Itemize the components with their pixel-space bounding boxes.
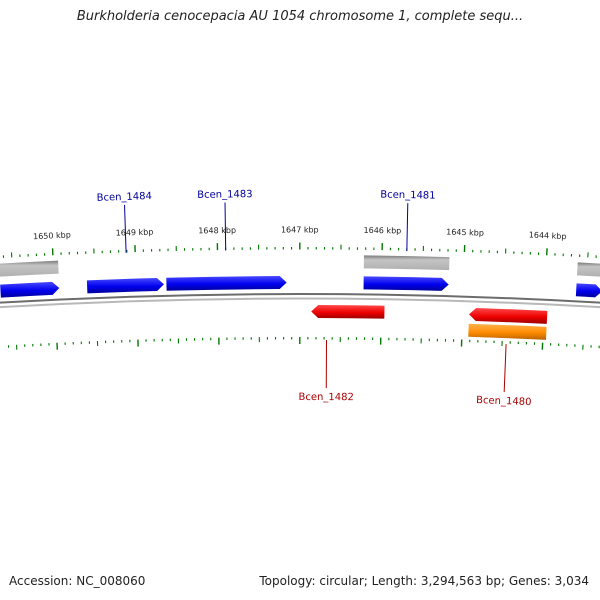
scale-label: 1646 kbp	[364, 226, 402, 236]
gene-leader-line	[224, 202, 227, 251]
forward-cds	[0, 281, 60, 298]
scale-label: 1648 kbp	[198, 226, 236, 236]
forward-cds	[166, 276, 287, 291]
feature-tracks	[0, 255, 600, 340]
scale-label: 1649 kbp	[116, 228, 154, 238]
reverse-cds	[469, 307, 548, 324]
scale-label: 1650 kbp	[33, 230, 71, 241]
forward-gene	[576, 262, 600, 277]
forward-cds	[363, 276, 449, 291]
gene-leader-line	[406, 203, 409, 252]
forward-cds	[86, 277, 164, 294]
gene-label[interactable]: Bcen_1480	[476, 395, 532, 408]
gene-leader-line	[503, 344, 507, 393]
backbone-outer	[0, 293, 600, 304]
gene-leader-line	[124, 204, 127, 253]
reverse-cds	[311, 305, 385, 319]
backbone-inner	[0, 297, 600, 309]
accession-label: Accession: NC_008060	[9, 574, 146, 588]
topology-summary: Topology: circular; Length: 3,294,563 bp…	[259, 574, 589, 588]
scale-label: 1647 kbp	[281, 225, 319, 234]
reverse-other	[468, 323, 547, 340]
gene-labels: 1650 kbp 1649 kbp 1648 kbp 1647 kbp 1646 kbp…	[33, 189, 567, 408]
gene-label[interactable]: Bcen_1481	[380, 190, 436, 202]
forward-cds	[575, 283, 600, 298]
gene-label[interactable]: Bcen_1484	[96, 191, 152, 204]
scale-label: 1644 kbp	[529, 230, 567, 241]
map-title: Burkholderia cenocepacia AU 1054 chromos…	[76, 9, 524, 24]
scale-label: 1645 kbp	[446, 227, 484, 237]
forward-gene	[363, 255, 450, 271]
scale-ticks	[2, 242, 600, 350]
gene-label[interactable]: Bcen_1482	[299, 392, 354, 403]
gene-label[interactable]: Bcen_1483	[197, 189, 252, 201]
forward-gene	[0, 260, 59, 277]
